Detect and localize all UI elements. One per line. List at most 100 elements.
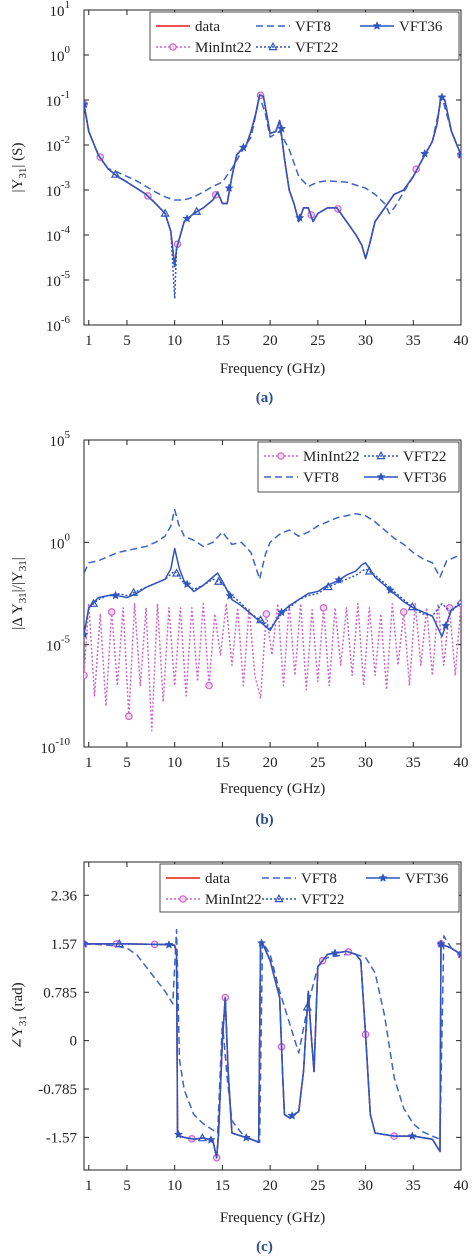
- marker-minint22: [107, 608, 116, 616]
- x-tick-label: 40: [454, 755, 469, 771]
- legend-entry-vft8: VFT8: [262, 871, 337, 887]
- marker-vft36: [84, 939, 89, 948]
- y-axis-label: |Δ Y31|/|Y31|: [10, 557, 29, 629]
- legend-label: data: [195, 19, 220, 35]
- x-tick-label: 20: [263, 755, 278, 771]
- x-tick-label: 1: [85, 333, 93, 349]
- x-tick-label: 25: [310, 333, 325, 349]
- marker-vft36: [224, 183, 234, 193]
- x-axis-label: Frequency (GHz): [220, 361, 325, 377]
- series-line-vft22: [84, 568, 461, 635]
- marker-vft36: [276, 123, 287, 133]
- series-line-vft36: [84, 547, 461, 638]
- x-tick-label: 35: [406, 1178, 421, 1194]
- legend-marker: [378, 873, 388, 882]
- legend-label: VFT36: [403, 470, 447, 486]
- y-tick-label: 1.57: [51, 937, 78, 953]
- legend-label: VFT8: [301, 871, 337, 887]
- series-vft8: [84, 95, 461, 215]
- legend-box: [149, 11, 460, 61]
- x-tick-label: 1: [85, 1178, 93, 1194]
- marker-vft36: [225, 591, 235, 600]
- y-tick-label: -1.57: [46, 1130, 78, 1146]
- marker-vft36: [110, 590, 121, 600]
- series-line-vft8: [84, 95, 461, 215]
- x-tick-label: 15: [215, 333, 230, 349]
- x-tick-label: 30: [358, 333, 373, 349]
- marker-minint22: [262, 610, 271, 618]
- panel-caption: (c): [256, 1239, 273, 1255]
- plot-area: [84, 508, 461, 732]
- marker-vft36: [182, 213, 192, 223]
- x-tick-label: 40: [454, 1178, 469, 1194]
- series-line-vft8: [84, 929, 461, 1144]
- series-line-vft36: [84, 941, 461, 1159]
- marker-vft36: [206, 1135, 216, 1144]
- legend-label: MinInt22: [205, 892, 262, 908]
- legend-marker: [376, 450, 386, 460]
- legend-label: VFT8: [295, 19, 331, 35]
- x-tick-label: 5: [123, 755, 131, 771]
- x-tick-label: 1: [85, 755, 93, 771]
- marker-vft36: [437, 92, 447, 102]
- legend-entry-data: data: [156, 19, 220, 35]
- legend-entry-minint22: MinInt22: [156, 40, 252, 56]
- legend: MinInt22 VFT22 VFT8 VFT36: [257, 441, 460, 493]
- legend-label: VFT22: [301, 892, 344, 908]
- marker-minint22: [205, 681, 213, 690]
- y-tick-label: -0.785: [38, 1082, 77, 1098]
- legend-box: [159, 863, 460, 913]
- plot-area: [84, 91, 461, 299]
- plot-frame: [83, 439, 462, 748]
- series-line-minint22: [84, 94, 461, 268]
- series-vft36: [84, 92, 461, 268]
- x-tick-label: 10: [167, 755, 182, 771]
- legend-marker: [268, 41, 278, 51]
- series-line-vft36: [84, 94, 461, 268]
- y-tick-label: 10-5: [46, 634, 71, 655]
- plot-area: [84, 929, 461, 1162]
- x-tick-label: 40: [454, 333, 469, 349]
- legend-entry-minint22: MinInt22: [166, 892, 262, 908]
- x-tick-label: 25: [310, 755, 325, 771]
- series-line-data: [84, 94, 461, 268]
- x-tick-label: 35: [406, 755, 421, 771]
- y-tick-label: 2.36: [51, 888, 78, 904]
- legend-entry-vft22: VFT22: [256, 40, 338, 56]
- marker-vft36: [182, 579, 192, 589]
- marker-vft22: [171, 568, 182, 577]
- y-tick-label: 100: [50, 44, 71, 65]
- legend-label: VFT36: [399, 19, 443, 35]
- legend-entry-vft8: VFT8: [256, 19, 331, 35]
- legend-marker: [274, 893, 284, 903]
- marker-vft36: [173, 1129, 184, 1139]
- y-tick-label: 10-5: [46, 269, 71, 290]
- x-tick-label: 30: [358, 1178, 373, 1194]
- legend-marker: [169, 43, 177, 51]
- x-tick-label: 20: [263, 1178, 278, 1194]
- marker-vft36: [238, 142, 248, 152]
- series-line-vft22: [84, 94, 461, 299]
- legend-entry-vft8: VFT8: [264, 470, 339, 486]
- y-tick-label: 100: [50, 531, 71, 552]
- legend-entry-minint22: MinInt22: [264, 449, 360, 465]
- legend-marker: [277, 452, 285, 460]
- series-line-data: [84, 941, 461, 1159]
- legend-entry-vft22: VFT22: [364, 449, 446, 465]
- marker-vft36: [334, 575, 344, 584]
- marker-vft36: [420, 148, 430, 158]
- y-tick-label: 0: [70, 1034, 78, 1050]
- marker-vft36: [441, 620, 451, 630]
- chart-panel-b: 1 5 10 15 20 25 30 35 4010510010-510-10Frequency…: [10, 429, 469, 828]
- y-tick-label: 10-10: [40, 736, 70, 757]
- marker-vft36: [256, 938, 267, 948]
- marker-vft36: [456, 949, 461, 959]
- x-tick-label: 10: [167, 1178, 182, 1194]
- x-tick-label: 5: [123, 1178, 131, 1194]
- marker-minint22: [125, 712, 133, 721]
- y-tick-label: 10-1: [46, 89, 70, 110]
- y-tick-label: 101: [50, 0, 71, 20]
- series-vft36: [84, 547, 461, 639]
- marker-minint22: [319, 604, 328, 612]
